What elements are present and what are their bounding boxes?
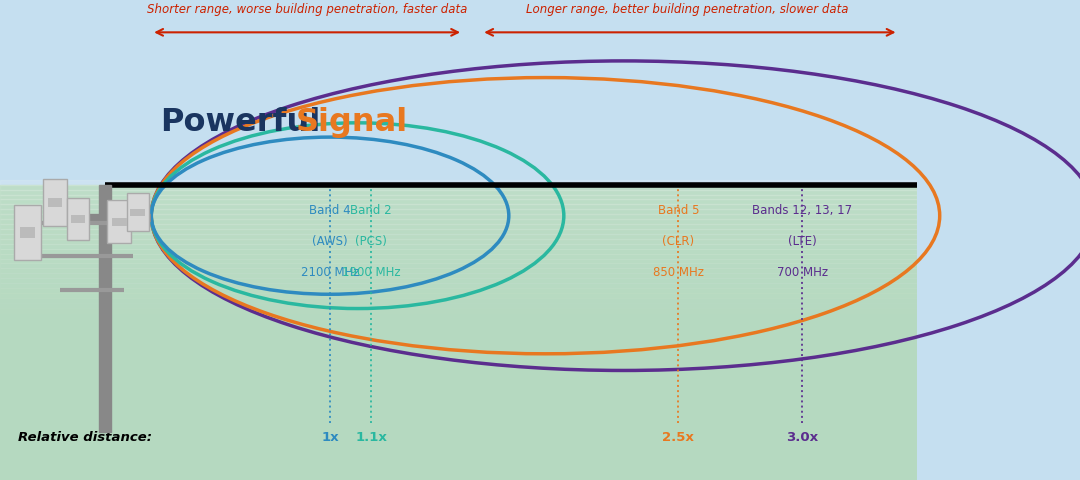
Bar: [0, 283, 917, 288]
Bar: [0, 323, 917, 327]
Bar: [48, 198, 63, 207]
Bar: [0, 318, 917, 323]
Text: Powerful: Powerful: [161, 108, 321, 138]
Bar: [0, 180, 917, 185]
Bar: [0, 273, 917, 278]
Bar: [0, 293, 917, 298]
Text: (AWS): (AWS): [312, 235, 348, 248]
Bar: [0, 268, 917, 273]
FancyBboxPatch shape: [43, 179, 67, 226]
Bar: [0, 185, 917, 190]
Bar: [0, 234, 917, 239]
Bar: [0, 298, 917, 303]
FancyBboxPatch shape: [14, 205, 41, 260]
Text: Band 5: Band 5: [658, 204, 699, 217]
Bar: [0, 185, 917, 480]
Text: 700 MHz: 700 MHz: [777, 266, 827, 279]
Text: 1.1x: 1.1x: [355, 431, 388, 444]
Bar: [0, 249, 917, 253]
Bar: [131, 208, 145, 216]
Bar: [0, 204, 917, 209]
Bar: [0, 264, 917, 268]
Bar: [0, 259, 917, 264]
Text: Shorter range, worse building penetration, faster data: Shorter range, worse building penetratio…: [147, 3, 468, 16]
Bar: [0, 312, 917, 318]
Bar: [70, 215, 85, 223]
Text: (LTE): (LTE): [787, 235, 816, 248]
Text: 2100 MHz: 2100 MHz: [300, 266, 360, 279]
Bar: [112, 217, 126, 226]
Text: (PCS): (PCS): [355, 235, 388, 248]
Text: 3.0x: 3.0x: [786, 431, 819, 444]
Text: Band 4: Band 4: [309, 204, 351, 217]
Bar: [21, 227, 35, 238]
Bar: [0, 209, 917, 214]
Text: Band 2: Band 2: [351, 204, 392, 217]
Bar: [0, 214, 917, 219]
Bar: [0, 239, 917, 244]
Text: 2.5x: 2.5x: [662, 431, 694, 444]
Text: 1900 MHz: 1900 MHz: [342, 266, 401, 279]
Bar: [0, 190, 917, 194]
Text: 1x: 1x: [321, 431, 339, 444]
Bar: [0, 308, 917, 312]
Bar: [0, 244, 917, 249]
Text: Bands 12, 13, 17: Bands 12, 13, 17: [752, 204, 852, 217]
FancyBboxPatch shape: [107, 201, 131, 243]
Bar: [0, 200, 917, 204]
Text: Longer range, better building penetration, slower data: Longer range, better building penetratio…: [526, 3, 849, 16]
Bar: [0, 194, 917, 200]
FancyBboxPatch shape: [126, 193, 149, 231]
Bar: [0, 224, 917, 229]
Bar: [0, 278, 917, 283]
Bar: [0, 288, 917, 293]
FancyBboxPatch shape: [99, 185, 111, 432]
Text: Signal: Signal: [296, 108, 408, 138]
Bar: [0, 4, 917, 185]
Text: Relative distance:: Relative distance:: [18, 431, 152, 444]
Text: (CLR): (CLR): [662, 235, 694, 248]
Bar: [0, 253, 917, 259]
Bar: [0, 303, 917, 308]
Bar: [0, 219, 917, 224]
FancyBboxPatch shape: [67, 198, 89, 240]
Bar: [0, 229, 917, 234]
Text: 850 MHz: 850 MHz: [653, 266, 704, 279]
